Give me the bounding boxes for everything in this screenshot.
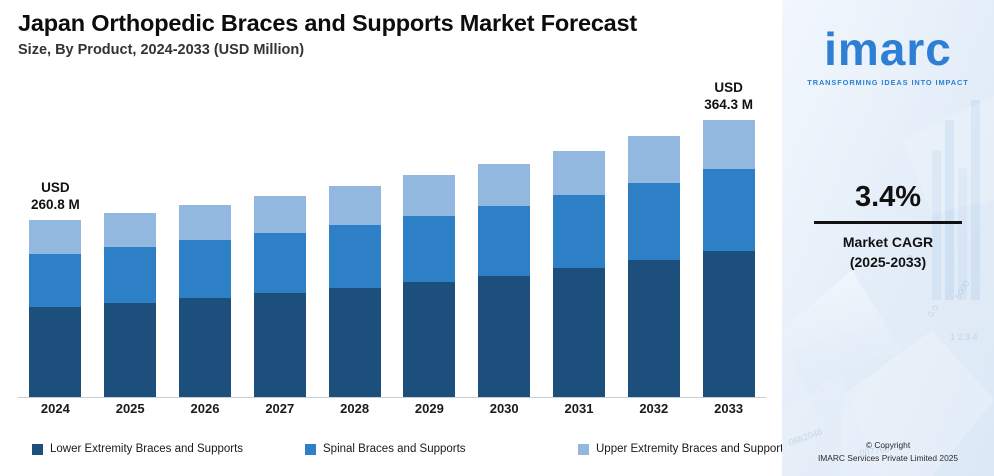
bar-segment xyxy=(478,163,531,206)
logo-block: imarc TRANSFORMING IDEAS INTO IMPACT xyxy=(782,26,994,87)
cagr-block: 3.4% Market CAGR (2025-2033) xyxy=(782,182,994,273)
x-axis-label: 2027 xyxy=(265,401,295,416)
legend-label: Spinal Braces and Supports xyxy=(323,443,466,455)
cagr-period: (2025-2033) xyxy=(849,254,927,271)
bar-segment xyxy=(253,232,306,294)
bar-segment xyxy=(179,204,231,241)
copyright-line-2: IMARC Services Private Limited 2025 xyxy=(817,453,959,463)
svg-text:007760: 007760 xyxy=(859,444,890,458)
legend-label: Lower Extremity Braces and Supports xyxy=(50,443,244,455)
bar-segment xyxy=(702,251,755,397)
copyright-line-1: © Copyright xyxy=(865,440,911,450)
bar-segment xyxy=(29,306,82,397)
bar-segment xyxy=(702,168,755,252)
bar-segment xyxy=(29,253,82,307)
legend-label: Upper Extremity Braces and Supports xyxy=(596,443,790,455)
x-axis-label: 2024 xyxy=(40,401,70,416)
x-axis-label: 2031 xyxy=(564,401,594,416)
x-axis-label: 2026 xyxy=(190,401,220,416)
x-axis-label: 2025 xyxy=(115,401,145,416)
bar-segment xyxy=(104,212,157,248)
x-axis-tick-labels: 2024 2025 2026 2027 2028 2029 2030 2031 2032 2033 xyxy=(18,401,766,423)
start-value-annotation-line1: USD xyxy=(41,180,70,196)
bar-segment xyxy=(403,282,456,397)
end-value-annotation-line1: USD xyxy=(714,80,743,95)
chart-plot-area: USD 260.8 M USD 364.3 M xyxy=(18,80,766,397)
bar-segment xyxy=(403,215,456,283)
copyright-block: © Copyright IMARC Services Private Limit… xyxy=(782,440,994,463)
bar-stack xyxy=(328,186,381,397)
bar-segment xyxy=(179,240,231,299)
imarc-logo: imarc xyxy=(824,23,952,75)
bar-segment xyxy=(553,150,605,195)
bar-segment xyxy=(553,268,605,397)
bar-segment xyxy=(702,120,755,169)
bar-segment xyxy=(29,220,82,254)
svg-text:1 2 3 4: 1 2 3 4 xyxy=(950,332,978,342)
bar-segment xyxy=(328,186,381,225)
bar-segment xyxy=(627,182,680,261)
bar-stack xyxy=(403,175,456,397)
page-title: Japan Orthopedic Braces and Supports Mar… xyxy=(18,10,638,36)
bar-segment xyxy=(478,205,531,276)
x-axis-label: 2028 xyxy=(340,401,370,416)
end-value-annotation-line2: 364.3 M xyxy=(704,96,753,112)
end-value-annotation: USD 364.3 M xyxy=(684,80,774,114)
bar-segment xyxy=(253,293,306,397)
page-subtitle: Size, By Product, 2024-2033 (USD Million… xyxy=(18,42,305,59)
x-axis-label: 2032 xyxy=(639,401,669,416)
brand-background-graphic: 0882046 007760 0.0 1 2 3 4 5000 0.0 xyxy=(782,0,994,476)
x-axis-label: 2029 xyxy=(414,401,444,416)
bar-stack xyxy=(253,195,306,397)
legend-item[interactable]: Upper Extremity Braces and Supports xyxy=(578,440,789,458)
legend-swatch-icon xyxy=(578,443,589,455)
bar-segment xyxy=(553,194,605,269)
bar-stack xyxy=(104,212,157,397)
legend-item[interactable]: Lower Extremity Braces and Supports xyxy=(32,440,243,458)
cagr-divider xyxy=(814,221,962,224)
bar-segment xyxy=(627,136,680,183)
bar-segment xyxy=(253,195,306,233)
bar-segment xyxy=(328,287,381,397)
x-axis-label: 2030 xyxy=(489,401,519,416)
bar-segment xyxy=(104,247,157,303)
bar-segment xyxy=(328,224,381,288)
chart-panel: Japan Orthopedic Braces and Supports Mar… xyxy=(0,10,790,468)
bar-segment xyxy=(179,298,231,397)
legend-swatch-icon xyxy=(305,443,316,455)
bar-stack xyxy=(478,163,531,397)
bar-segment xyxy=(403,175,456,216)
start-value-annotation-line2: 260.8 M xyxy=(31,197,80,213)
bar-stack xyxy=(702,120,755,397)
cagr-value: 3.4% xyxy=(854,181,922,213)
x-axis-label: 2033 xyxy=(714,401,744,416)
brand-tagline: TRANSFORMING IDEAS INTO IMPACT xyxy=(807,78,969,87)
x-axis-line xyxy=(18,397,766,398)
chart-legend: Lower Extremity Braces and Supports Spina… xyxy=(0,440,789,468)
cagr-label: Market CAGR xyxy=(842,233,934,250)
title-block: Japan Orthopedic Braces and Supports Mar… xyxy=(18,10,768,58)
bar-stack xyxy=(627,136,680,397)
bar-stack xyxy=(553,150,605,397)
legend-item[interactable]: Spinal Braces and Supports xyxy=(305,440,466,458)
start-value-annotation: USD 260.8 M xyxy=(10,180,100,214)
bar-stack xyxy=(29,220,82,397)
legend-swatch-icon xyxy=(32,443,43,455)
bar-segment xyxy=(478,275,531,397)
brand-panel: 0882046 007760 0.0 1 2 3 4 5000 0.0 imar… xyxy=(782,0,994,476)
bar-segment xyxy=(104,302,157,397)
bar-segment xyxy=(627,260,680,397)
bar-stack xyxy=(179,204,231,397)
